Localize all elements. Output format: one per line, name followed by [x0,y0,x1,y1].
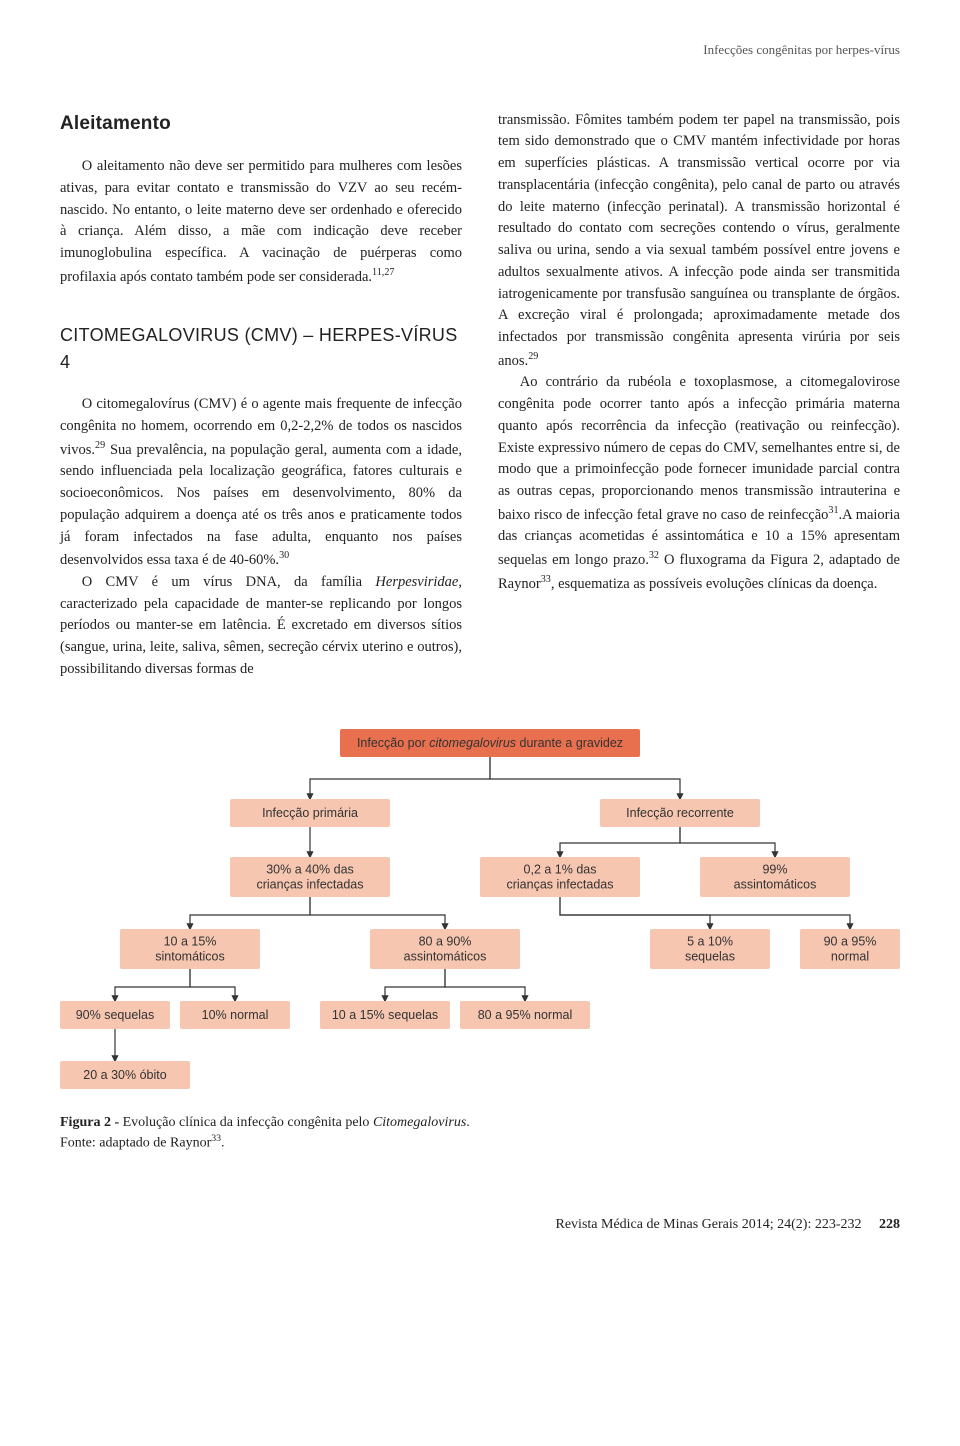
right-p2-ref3: 33 [541,574,551,585]
two-column-body: Aleitamento O aleitamento não deve ser p… [60,110,900,681]
cmv-p2b: caracterizado pela capacidade de manter-… [60,596,462,677]
svg-text:5 a 10%: 5 a 10% [687,934,733,948]
right-p1: transmissão. Fômites também podem ter pa… [498,110,900,373]
running-header: Infecções congênitas por herpes-vírus [60,40,900,60]
cmv-p2: O CMV é um vírus DNA, da família Herpesv… [60,572,462,681]
right-p2-ref1: 31 [828,505,838,516]
svg-text:90% sequelas: 90% sequelas [76,1008,155,1022]
svg-text:10% normal: 10% normal [202,1008,269,1022]
svg-text:Infecção por citomegalovirus d: Infecção por citomegalovirus durante a g… [357,736,623,750]
svg-text:sequelas: sequelas [685,949,735,963]
svg-text:Infecção primária: Infecção primária [262,806,358,820]
svg-text:crianças infectadas: crianças infectadas [256,877,363,891]
caption-text1: Evolução clínica da infecção congênita p… [123,1115,373,1130]
right-p2-ref2: 32 [649,550,659,561]
svg-text:90 a 95%: 90 a 95% [824,934,877,948]
caption-text2: . [466,1115,470,1130]
right-p1a: transmissão. Fômites também podem ter pa… [498,112,900,369]
left-column: Aleitamento O aleitamento não deve ser p… [60,110,462,681]
svg-text:10 a 15% sequelas: 10 a 15% sequelas [332,1008,438,1022]
flowchart-svg: Infecção por citomegalovirus durante a g… [60,729,900,1099]
caption-label: Figura 2 - [60,1115,123,1130]
svg-text:normal: normal [831,949,869,963]
svg-text:assintomáticos: assintomáticos [404,949,487,963]
svg-text:crianças infectadas: crianças infectadas [506,877,613,891]
caption-fonte: Fonte: adaptado de Raynor [60,1136,211,1151]
cmv-p1: O citomegalovírus (CMV) é o agente mais … [60,394,462,572]
svg-text:0,2 a 1% das: 0,2 a 1% das [524,862,597,876]
svg-text:80 a 90%: 80 a 90% [419,934,472,948]
cmv-p1-ref2: 30 [279,550,289,561]
svg-text:Infecção recorrente: Infecção recorrente [626,806,734,820]
right-p2: Ao contrário da rubéola e toxoplasmose, … [498,372,900,595]
svg-text:99%: 99% [762,862,787,876]
page-number: 228 [879,1217,900,1232]
aleitamento-ref: 11,27 [372,267,394,278]
figure-2-caption: Figura 2 - Evolução clínica da infecção … [60,1113,900,1154]
svg-text:sintomáticos: sintomáticos [155,949,224,963]
right-p2a: Ao contrário da rubéola e toxoplasmose, … [498,374,900,522]
caption-fonte-ref: 33 [211,1133,221,1144]
cmv-p2-italic: Herpesviridae, [375,574,462,590]
cmv-heading: CITOMEGALOVIRUS (CMV) – HERPES-VÍRUS 4 [60,322,462,376]
svg-text:10 a 15%: 10 a 15% [164,934,217,948]
cmv-p1b: Sua prevalência, na população geral, aum… [60,442,462,569]
right-p1-ref: 29 [528,351,538,362]
aleitamento-text: O aleitamento não deve ser permitido par… [60,158,462,285]
svg-text:20 a 30% óbito: 20 a 30% óbito [83,1068,166,1082]
cmv-p1-ref1: 29 [95,440,105,451]
aleitamento-heading: Aleitamento [60,110,462,139]
figure-2-flowchart: Infecção por citomegalovirus durante a g… [60,729,900,1154]
svg-text:30% a 40% das: 30% a 40% das [266,862,354,876]
caption-italic: Citomegalovirus [373,1115,466,1130]
right-p2d: , esquematiza as possíveis evoluções clí… [551,576,878,592]
right-column: transmissão. Fômites também podem ter pa… [498,110,900,681]
aleitamento-paragraph: O aleitamento não deve ser permitido par… [60,156,462,288]
page-footer: Revista Médica de Minas Gerais 2014; 24(… [60,1214,900,1235]
svg-text:assintomáticos: assintomáticos [734,877,817,891]
caption-fonte-end: . [221,1136,225,1151]
cmv-p2a: O CMV é um vírus DNA, da família [82,574,376,590]
journal-citation: Revista Médica de Minas Gerais 2014; 24(… [556,1217,862,1232]
svg-text:80 a 95% normal: 80 a 95% normal [478,1008,573,1022]
